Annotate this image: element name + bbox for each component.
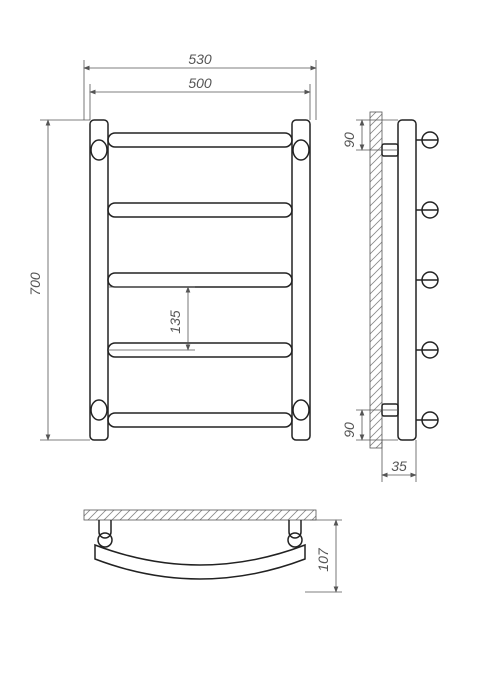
upright-right — [292, 120, 310, 440]
rungs — [108, 133, 292, 427]
wall-section — [370, 112, 382, 448]
mounts — [91, 140, 309, 420]
dim-width-inner: 500 — [188, 75, 212, 91]
dim-width-outer: 530 — [188, 51, 212, 67]
top-view — [84, 510, 316, 579]
dim-height: 700 — [27, 272, 43, 296]
side-mounts — [382, 144, 398, 416]
side-pipe — [398, 120, 416, 440]
top-curved-bar — [95, 545, 305, 579]
side-rung-ends — [416, 132, 438, 428]
upright-left — [90, 120, 108, 440]
top-mounts — [98, 520, 302, 547]
top-wall-section — [84, 510, 316, 520]
front-dimensions: 530 500 700 135 — [27, 51, 316, 440]
dim-wall-offset: 35 — [391, 458, 407, 474]
top-dimensions: 107 — [305, 520, 342, 592]
technical-drawing: 530 500 700 135 — [0, 0, 500, 700]
dim-rung-spacing: 135 — [167, 310, 183, 334]
dim-bottom-offset: 90 — [341, 422, 357, 438]
front-view — [90, 120, 310, 440]
side-view — [370, 112, 438, 448]
dim-top-offset: 90 — [341, 132, 357, 148]
dim-depth: 107 — [315, 547, 331, 572]
